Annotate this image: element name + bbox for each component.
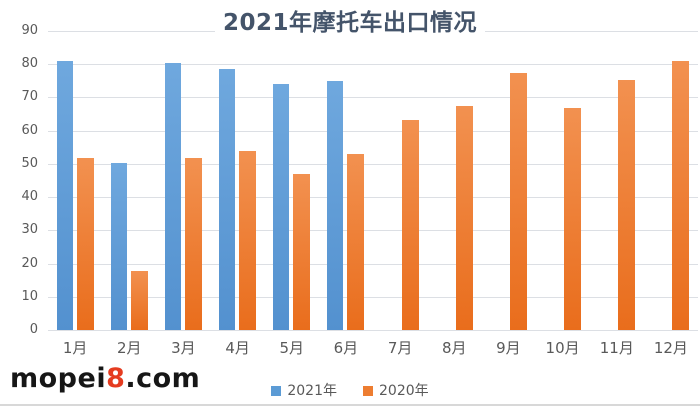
- bar-2020-m12: [672, 61, 690, 330]
- y-tick-label-80: 80: [21, 56, 38, 72]
- legend-item-2021: 2021年: [271, 380, 337, 400]
- bar-2021-m6: [327, 81, 344, 330]
- bar-2020-m7: [401, 120, 419, 330]
- gridline-60: [48, 130, 698, 132]
- bar-2020-m3: [184, 157, 202, 330]
- y-tick-label-20: 20: [21, 255, 38, 271]
- legend-swatch-2021: [271, 385, 282, 396]
- y-tick-label-50: 50: [21, 155, 38, 171]
- bar-2020-m1: [76, 157, 94, 330]
- y-tick-label-30: 30: [21, 222, 38, 238]
- x-label-m12: 12月: [653, 339, 688, 357]
- x-label-m6: 6月: [333, 339, 359, 357]
- gridline-30: [48, 230, 698, 232]
- legend-item-2020: 2020年: [363, 380, 429, 400]
- gridline-50: [48, 163, 698, 165]
- x-label-m10: 10月: [545, 339, 580, 357]
- bar-2020-m9: [509, 72, 527, 330]
- x-label-m11: 11月: [599, 339, 634, 357]
- x-label-m3: 3月: [171, 339, 196, 357]
- bar-2021-m3: [164, 63, 181, 330]
- bar-2021-m4: [219, 68, 236, 330]
- bar-2021-m5: [273, 84, 290, 330]
- y-tick-label-90: 90: [21, 23, 38, 38]
- watermark-text-prefix: mopei: [10, 363, 107, 394]
- x-label-m8: 8月: [442, 339, 467, 357]
- gridline-70: [48, 97, 698, 99]
- bar-2020-m10: [564, 107, 582, 330]
- gridline-40: [48, 197, 698, 199]
- gridline-10: [48, 296, 698, 298]
- gridline-20: [48, 263, 698, 265]
- x-label-m5: 5月: [279, 339, 305, 357]
- legend-swatch-2020: [363, 385, 373, 396]
- chart-title: 2021年摩托车出口情况: [214, 7, 485, 39]
- y-tick-label-10: 10: [21, 288, 38, 304]
- bar-2021-m1: [56, 60, 73, 330]
- bar-2020-m2: [130, 270, 148, 330]
- watermark-highlight: 8: [106, 363, 126, 394]
- bar-2020-m11: [618, 79, 636, 330]
- x-label-m9: 9月: [496, 339, 521, 357]
- bottom-divider: [0, 404, 700, 406]
- watermark: mopei8.com: [10, 363, 200, 394]
- x-label-m4: 4月: [225, 339, 250, 357]
- legend-label-2021: 2021年: [287, 383, 337, 399]
- y-tick-label-40: 40: [21, 189, 38, 205]
- gridline-0: [48, 330, 698, 331]
- bar-2020-m8: [455, 105, 473, 331]
- x-label-m7: 7月: [387, 339, 413, 357]
- y-tick-label-0: 0: [29, 322, 38, 337]
- title-row: 2021年摩托车出口情况: [0, 7, 700, 39]
- gridline-80: [48, 64, 698, 66]
- legend: 2021年 2020年: [0, 380, 700, 400]
- x-label-m1: 1月: [62, 339, 88, 357]
- y-tick-label-60: 60: [21, 122, 38, 138]
- y-tick-label-70: 70: [21, 89, 38, 105]
- bar-2020-m5: [293, 173, 311, 330]
- watermark-text-suffix: .com: [125, 363, 201, 394]
- bar-2020-m6: [347, 153, 365, 330]
- legend-label-2020: 2020年: [379, 383, 429, 399]
- x-label-m2: 2月: [117, 339, 142, 357]
- bar-2021-m2: [110, 162, 127, 330]
- bar-2020-m4: [239, 150, 257, 330]
